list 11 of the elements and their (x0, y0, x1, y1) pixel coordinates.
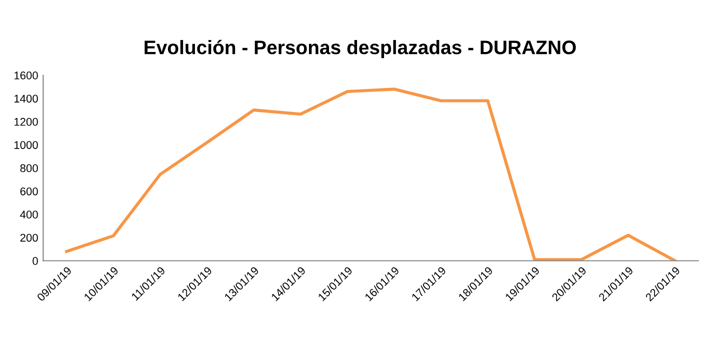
chart-title: Evolución - Personas desplazadas - DURAZNO (144, 40, 576, 58)
y-tick-label: 600 (20, 187, 38, 196)
y-tick-label: 200 (20, 234, 38, 242)
y-tick-label: 1200 (14, 118, 38, 126)
y-tick-label: 0 (32, 257, 38, 265)
y-tick-label: 1000 (14, 141, 38, 149)
y-tick-label: 1400 (14, 94, 38, 103)
line-series (65, 88, 677, 261)
y-tick-label: 800 (20, 164, 38, 172)
y-tick-label: 1600 (14, 72, 38, 80)
y-tick-label: 400 (20, 210, 38, 219)
